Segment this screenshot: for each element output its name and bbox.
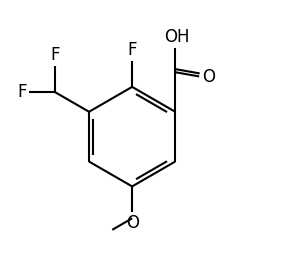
Text: F: F [128, 41, 137, 59]
Text: OH: OH [164, 28, 189, 46]
Text: O: O [202, 68, 215, 86]
Text: O: O [126, 214, 139, 232]
Text: F: F [18, 83, 27, 101]
Text: F: F [50, 46, 59, 64]
